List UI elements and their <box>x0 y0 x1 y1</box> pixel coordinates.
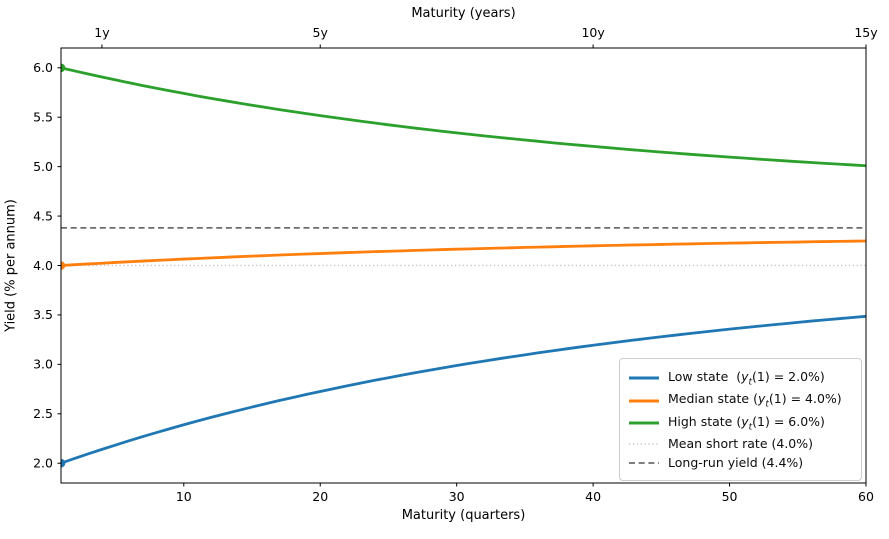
legend-label: Mean short rate (4.0%) <box>668 436 814 452</box>
start-marker-high-state <box>61 63 66 73</box>
top-x-tick-label: 10y <box>581 25 605 40</box>
legend-label: Median state (yt(1) = 4.0%) <box>668 391 842 410</box>
y-tick-label: 5.5 <box>33 110 53 125</box>
top-x-tick-label: 5y <box>313 25 329 40</box>
x-tick-label: 10 <box>176 489 192 504</box>
x-tick-label: 20 <box>312 489 328 504</box>
y-tick-label: 4.0 <box>33 258 53 273</box>
y-tick-label: 3.5 <box>33 307 53 322</box>
legend-label: High state (yt(1) = 6.0%) <box>668 413 825 433</box>
legend-item: High state (yt(1) = 6.0%) <box>629 413 852 433</box>
legend: Low state (yt(1) = 2.0%) Median state (yt… <box>619 358 862 481</box>
legend-item: Mean short rate (4.0%) <box>629 436 852 451</box>
top-x-tick-label: 15y <box>854 25 878 40</box>
top-x-tick-label: 1y <box>94 25 110 40</box>
line-high-state <box>61 66 866 168</box>
x-tick-label: 40 <box>585 489 601 504</box>
start-marker-median-state <box>61 261 66 270</box>
legend-label: Long-run yield (4.4%) <box>668 455 804 471</box>
y-tick-label: 2.5 <box>33 406 53 421</box>
legend-swatch-solid <box>629 399 659 403</box>
legend-swatch-dotted <box>629 442 659 445</box>
y-tick-label: 2.0 <box>33 456 53 471</box>
legend-item: Long-run yield (4.4%) <box>629 455 852 470</box>
legend-swatch-solid <box>629 376 659 380</box>
x-tick-label: 60 <box>858 489 874 504</box>
legend-swatch-solid <box>629 421 659 425</box>
legend-label: Low state (yt(1) = 2.0%) <box>668 368 825 388</box>
legend-item: Median state (yt(1) = 4.0%) <box>629 391 852 410</box>
start-marker-low-state <box>61 458 66 468</box>
y-tick-label: 4.5 <box>33 208 53 223</box>
legend-swatch-dashed <box>629 461 659 464</box>
x-tick-label: 30 <box>449 489 465 504</box>
line-median-state <box>61 239 866 267</box>
line-low-state <box>61 314 866 465</box>
x-tick-label: 50 <box>722 489 738 504</box>
y-tick-label: 6.0 <box>33 60 53 75</box>
y-tick-label: 3.0 <box>33 357 53 372</box>
legend-item: Low state (yt(1) = 2.0%) <box>629 368 852 388</box>
y-tick-label: 5.0 <box>33 159 53 174</box>
